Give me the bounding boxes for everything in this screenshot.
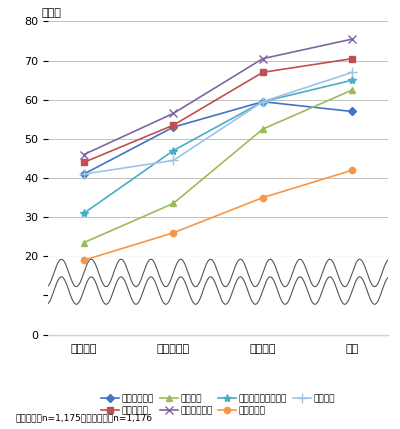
相談できる人 (350, 36, 355, 42)
経済的補助 (81, 160, 86, 165)
Line: 職場実習: 職場実習 (79, 67, 357, 179)
低家賌住宅＃ (171, 124, 176, 130)
職場実習 (171, 158, 176, 163)
職場実習 (260, 99, 265, 104)
相談できる人 (171, 111, 176, 116)
相談施設 (81, 240, 86, 245)
相談施設 (171, 201, 176, 206)
Line: 経済的補助: 経済的補助 (81, 55, 355, 166)
低家賌住宅＃ (81, 172, 86, 177)
Line: 相談できる人: 相談できる人 (80, 35, 356, 159)
Text: （％）: （％） (41, 8, 61, 18)
職場実習 (350, 70, 355, 75)
Legend: 低家賌住宅＃, 経済的補助, 相談施設, 相談できる人, 仲間と出会える施設, 基礎的学習, 職場実習: 低家賌住宅＃, 経済的補助, 相談施設, 相談できる人, 仲間と出会える施設, … (101, 394, 335, 416)
仲間と出会える施設 (171, 148, 176, 153)
Line: 低家賌住宅＃: 低家賌住宅＃ (81, 99, 355, 177)
経済的補助 (260, 70, 265, 75)
仲間と出会える施設 (350, 78, 355, 83)
経済的補助 (171, 123, 176, 128)
基礎的学習 (81, 258, 86, 263)
Line: 基礎的学習: 基礎的学習 (81, 167, 355, 263)
経済的補助 (350, 56, 355, 61)
相談できる人 (81, 152, 86, 157)
仲間と出会える施設 (260, 99, 265, 104)
基礎的学習 (260, 195, 265, 200)
相談施設 (260, 127, 265, 132)
低家賌住宅＃ (260, 99, 265, 104)
Line: 仲間と出会える施設: 仲間と出会える施設 (80, 76, 356, 218)
Line: 相談施設: 相談施設 (80, 87, 356, 246)
相談できる人 (260, 56, 265, 61)
Text: （注）＃はn=1,175、それ以上はn=1,176: （注）＃はn=1,175、それ以上はn=1,176 (16, 414, 153, 423)
基礎的学習 (350, 168, 355, 173)
職場実習 (81, 172, 86, 177)
低家賌住宅＃ (350, 109, 355, 114)
相談施設 (350, 88, 355, 93)
仲間と出会える施設 (81, 211, 86, 216)
基礎的学習 (171, 230, 176, 236)
